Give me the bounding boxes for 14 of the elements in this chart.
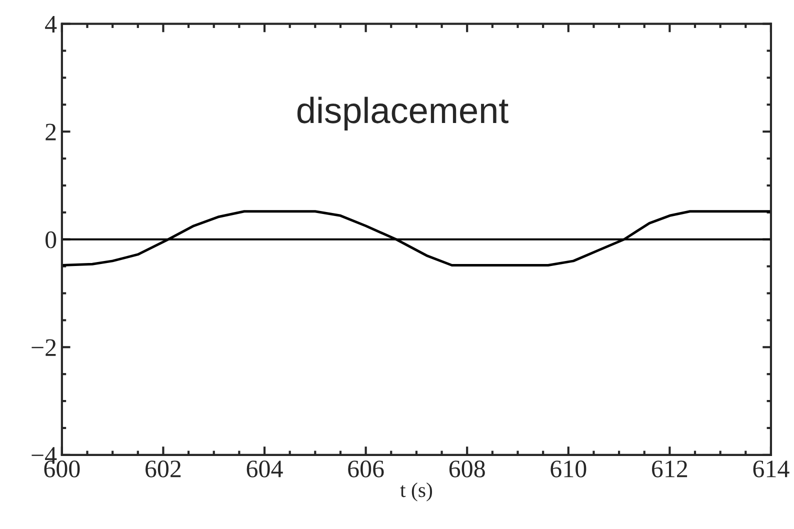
x-tick-label: 606: [348, 460, 384, 478]
x-tick-label: 602: [146, 460, 181, 478]
x-tick-label: 614: [753, 460, 790, 478]
annotation: displacement: [297, 96, 508, 130]
x-tick-label: 604: [246, 460, 283, 478]
y-tick-label: 4: [45, 16, 57, 32]
line-series: [62, 210, 771, 266]
x-tick-label: 612: [652, 460, 688, 478]
x-axis-title: t (s): [400, 482, 432, 502]
y-tick-label: 2: [46, 124, 56, 140]
y-tick-label: 0: [46, 231, 56, 248]
x-tick-label: 608: [449, 460, 485, 478]
y-tick-label: −2: [32, 339, 56, 356]
x-tick-label: 610: [550, 460, 586, 478]
